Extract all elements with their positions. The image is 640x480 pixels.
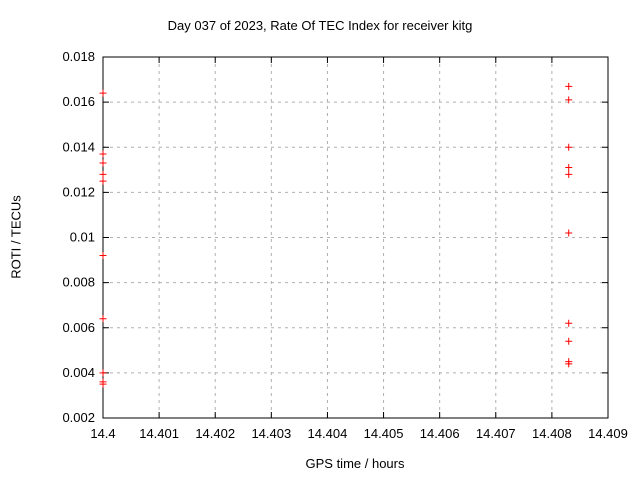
x-tick-label: 14.404 [308,426,348,441]
y-tick-label: 0.008 [62,275,95,290]
data-point-marker [565,164,573,172]
data-point-marker [99,315,107,323]
y-tick-label: 0.01 [70,230,95,245]
data-point-marker [99,380,107,388]
y-tick-label: 0.006 [62,320,95,335]
x-tick-label: 14.403 [251,426,291,441]
data-point-marker [99,159,107,167]
data-point-marker [99,177,107,185]
data-point-marker [565,170,573,178]
data-point-marker [565,96,573,104]
data-point-marker [565,319,573,327]
chart-title: Day 037 of 2023, Rate Of TEC Index for r… [167,18,473,33]
data-point-marker [565,360,573,368]
x-tick-label: 14.407 [476,426,516,441]
x-tick-label: 14.402 [195,426,235,441]
x-tick-label: 14.408 [532,426,572,441]
y-tick-label: 0.016 [62,94,95,109]
x-tick-label: 14.405 [364,426,404,441]
data-point-marker [99,170,107,178]
x-axis-label: GPS time / hours [305,456,405,471]
data-point-marker [565,229,573,237]
x-tick-label: 14.409 [588,426,628,441]
x-tick-label: 14.4 [90,426,115,441]
y-tick-label: 0.004 [62,365,95,380]
x-tick-label: 14.401 [139,426,179,441]
data-point-marker [99,369,107,377]
y-tick-label: 0.012 [62,184,95,199]
data-point-marker [99,150,107,158]
data-point-marker [565,337,573,345]
y-tick-label: 0.002 [62,410,95,425]
data-point-marker [99,252,107,260]
x-tick-label: 14.406 [420,426,460,441]
y-tick-label: 0.018 [62,49,95,64]
data-point-marker [99,89,107,97]
data-point-marker [565,82,573,90]
y-tick-label: 0.014 [62,139,95,154]
data-point-marker [565,143,573,151]
